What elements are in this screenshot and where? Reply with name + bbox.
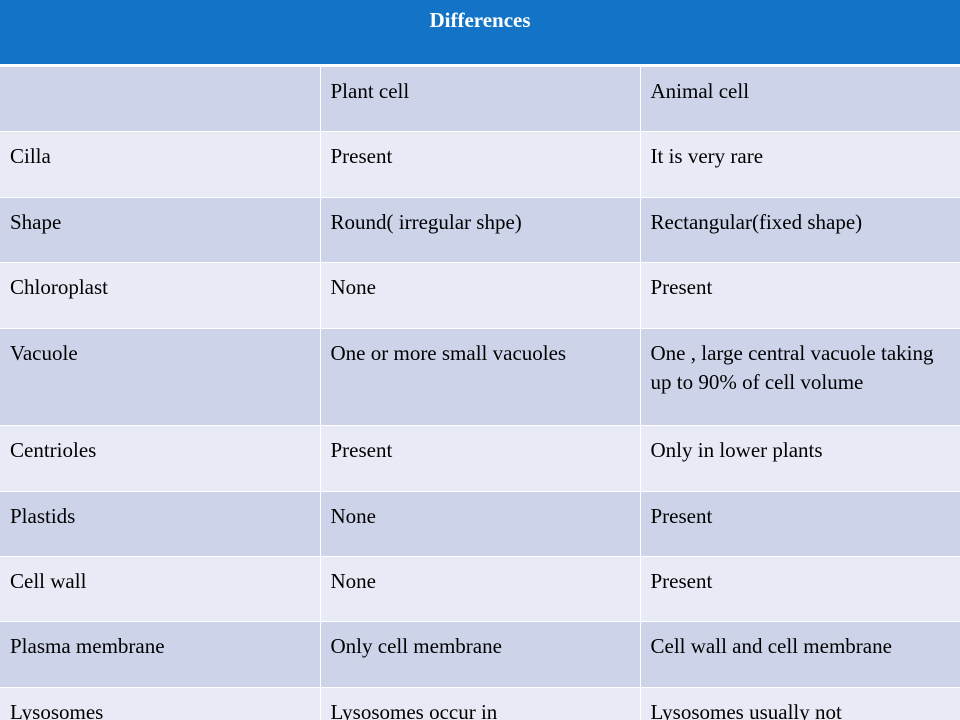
column-header-feature: [0, 65, 321, 132]
plant-cell-value: None: [320, 491, 641, 557]
plant-cell-value: Present: [320, 425, 641, 492]
table-row: Centrioles Present Only in lower plants: [0, 425, 960, 492]
column-header-animal-cell: Animal cell: [640, 65, 960, 132]
plant-cell-value: Lysosomes occur in: [320, 687, 641, 720]
table-row: Lysosomes Lysosomes occur in Lysosomes u…: [0, 687, 960, 720]
animal-cell-value: Present: [640, 262, 960, 329]
row-label: Centrioles: [0, 425, 321, 492]
plant-cell-value: None: [320, 556, 641, 622]
animal-cell-value: It is very rare: [640, 131, 960, 198]
table-row: Plastids None Present: [0, 491, 960, 557]
plant-cell-value: Only cell membrane: [320, 621, 641, 688]
animal-cell-value: Rectangular(fixed shape): [640, 197, 960, 263]
row-label: Vacuole: [0, 328, 321, 426]
table-title: Differences: [0, 0, 960, 67]
row-label: Chloroplast: [0, 262, 321, 329]
table-row: Cilla Present It is very rare: [0, 131, 960, 198]
animal-cell-value: Present: [640, 491, 960, 557]
animal-cell-value: Only in lower plants: [640, 425, 960, 492]
animal-cell-value: Present: [640, 556, 960, 622]
row-label: Cell wall: [0, 556, 321, 622]
row-label: Lysosomes: [0, 687, 321, 720]
table-row: Shape Round( irregular shpe) Rectangular…: [0, 197, 960, 263]
plant-cell-value: Round( irregular shpe): [320, 197, 641, 263]
animal-cell-value: Lysosomes usually not: [640, 687, 960, 720]
table-title-row: Differences: [0, 0, 960, 67]
row-label: Cilla: [0, 131, 321, 198]
animal-cell-value: One , large central vacuole taking up to…: [640, 328, 960, 426]
row-label: Shape: [0, 197, 321, 263]
column-header-row: Plant cell Animal cell: [0, 65, 960, 132]
plant-cell-value: One or more small vacuoles: [320, 328, 641, 426]
table-row: Cell wall None Present: [0, 556, 960, 622]
table-row: Plasma membrane Only cell membrane Cell …: [0, 621, 960, 688]
column-header-plant-cell: Plant cell: [320, 65, 641, 132]
plant-cell-value: Present: [320, 131, 641, 198]
plant-cell-value: None: [320, 262, 641, 329]
row-label: Plasma membrane: [0, 621, 321, 688]
animal-cell-value: Cell wall and cell membrane: [640, 621, 960, 688]
table-row: Vacuole One or more small vacuoles One ,…: [0, 328, 960, 426]
row-label: Plastids: [0, 491, 321, 557]
table-row: Chloroplast None Present: [0, 262, 960, 329]
